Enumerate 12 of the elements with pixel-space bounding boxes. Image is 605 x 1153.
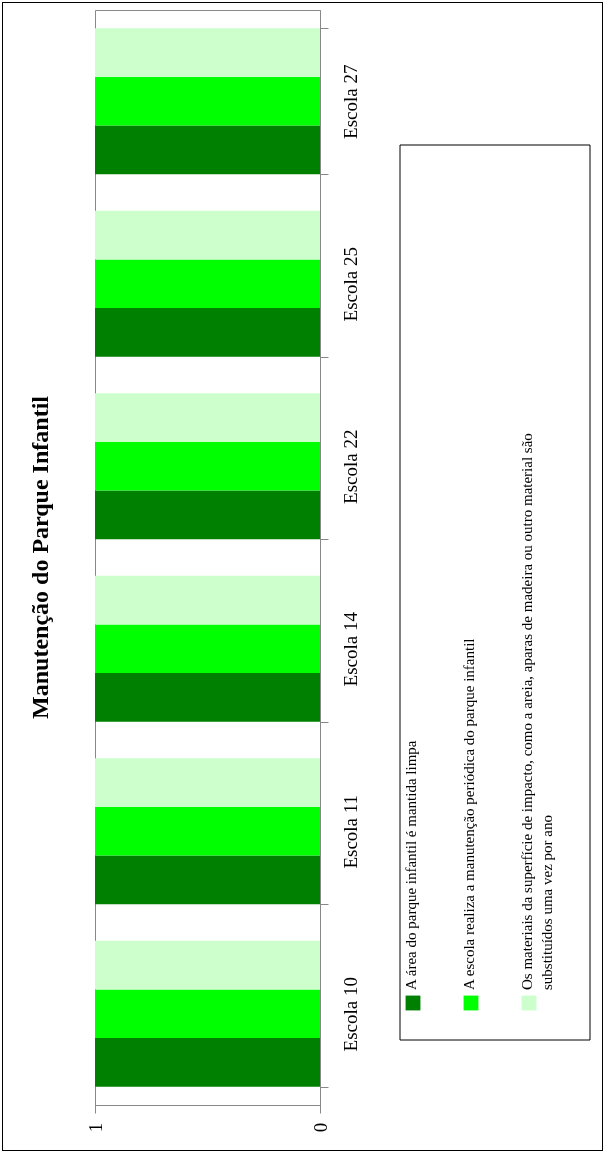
y-tick-label: Escola 10	[339, 977, 361, 1052]
y-tick-label: Escola 22	[339, 429, 361, 504]
y-tick-label: Escola 25	[339, 247, 361, 322]
y-tick-label: Escola 14	[339, 611, 361, 687]
text: Manutenção do Parque Infantil	[27, 395, 53, 719]
y-tick-label: Escola 27	[339, 64, 361, 139]
y-tick-label: Escola 11	[339, 794, 361, 869]
x-tick-label: 0	[309, 1122, 331, 1133]
x-tick-label: 1	[84, 1122, 106, 1133]
text: A escola realiza a manutenção periódica do parque infantil	[461, 638, 477, 990]
text: Os materiais da superfície de impacto, como a areia, aparas de madeira ou outro material são substituídos uma vez por ano	[519, 433, 555, 990]
text: A área do parque infantil é mantida limpa	[403, 740, 419, 990]
